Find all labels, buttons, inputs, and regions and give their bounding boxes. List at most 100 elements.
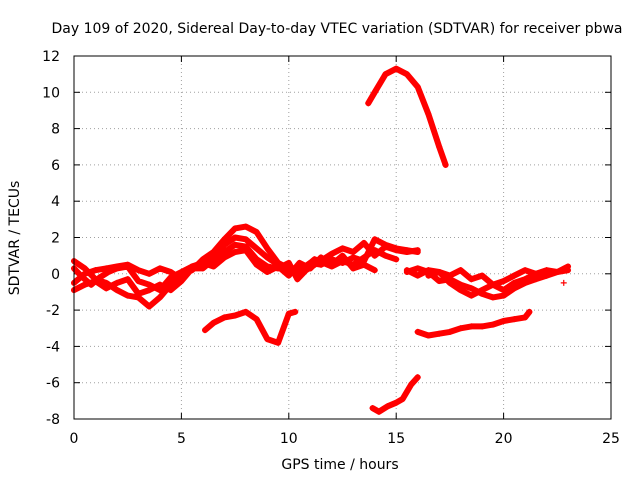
y-tick-label: 0 [51,267,60,283]
data-point-marker [479,272,486,279]
data-point-marker [543,267,550,274]
data-point-marker [124,261,131,268]
axis-ticks: 0 5 10 15 20 25 -8 -6 -4 -2 0 2 4 6 8 10 12 [42,49,620,447]
data-point-marker [221,249,228,256]
series-track-k [369,374,421,415]
data-point-marker [156,281,163,288]
data-point-marker [318,254,325,261]
data-point-marker [178,276,185,283]
data-point-marker [81,270,88,277]
x-tick-label: 15 [387,431,405,447]
data-point-marker [425,111,432,118]
data-point-marker [242,247,249,254]
data-point-marker [565,267,572,274]
data-point-marker [81,281,88,288]
data-point-marker [468,292,475,299]
series-band [425,269,550,299]
y-tick-label: -4 [46,339,60,355]
data-point-marker [382,243,389,250]
x-tick-label: 10 [280,431,298,447]
data-point-marker [457,287,464,294]
data-point-marker [360,239,367,246]
data-point-marker [371,267,378,274]
data-point-marker [124,292,131,299]
data-point-marker [436,330,443,337]
data-point-marker [457,267,464,274]
data-point-marker [350,249,357,256]
data-point-marker [500,278,507,285]
data-point-marker [489,294,496,301]
data-point-marker [294,276,301,283]
data-point-marker [489,321,496,328]
data-point-marker [365,100,372,107]
data-point-marker [436,268,443,275]
data-point-marker [403,71,410,78]
plot-area [71,65,572,415]
data-point-marker [113,287,120,294]
data-point-marker [393,256,400,263]
data-point-marker [92,267,99,274]
data-point-marker [275,339,282,346]
data-point-marker [339,245,346,252]
data-point-marker [264,245,271,252]
data-point-marker [81,265,88,272]
data-point-marker [339,252,346,259]
data-point-marker [156,265,163,272]
data-point-marker [202,327,209,334]
data-point-marker [285,259,292,266]
data-point-marker [253,245,260,252]
data-point-marker [264,268,271,275]
data-point-marker [489,281,496,288]
x-tick-label: 20 [495,431,513,447]
x-tick-label: 25 [602,431,620,447]
x-tick-label: 0 [70,431,79,447]
data-point-marker [371,252,378,259]
data-point-marker [376,408,383,415]
data-point-marker [221,254,228,261]
series-track-g [425,268,550,299]
data-point-marker [146,303,153,310]
data-point-marker [146,281,153,288]
series-track-j [414,308,533,339]
data-point-marker [446,279,453,286]
series-isolated-point [560,279,567,286]
data-point-marker [522,267,529,274]
data-point-marker [167,287,174,294]
data-point-marker [403,249,410,256]
data-point-marker [554,268,561,275]
data-point-marker [382,71,389,78]
data-point-marker [167,268,174,275]
data-point-marker [393,65,400,72]
data-point-marker [221,314,228,321]
data-point-marker [253,316,260,323]
data-point-marker [242,308,249,315]
data-point-marker [408,381,415,388]
data-point-marker [210,263,217,270]
data-point-marker [199,265,206,272]
data-point-marker [384,403,391,410]
data-point-marker [414,374,421,381]
data-point-marker [146,270,153,277]
y-tick-label: 8 [51,122,60,138]
data-point-marker [253,229,260,236]
data-point-marker [393,247,400,254]
data-point-marker [328,250,335,257]
data-point-marker [457,325,464,332]
data-point-marker [403,268,410,275]
data-point-marker [360,254,367,261]
chart-title: Day 109 of 2020, Sidereal Day-to-day VTE… [51,21,622,37]
data-point-marker [500,317,507,324]
data-point-marker [399,396,406,403]
y-tick-label: 2 [51,231,60,247]
data-point-marker [360,261,367,268]
data-point-marker [414,83,421,90]
data-point-marker [511,316,518,323]
series-band [202,308,299,346]
data-point-marker [210,319,217,326]
data-point-marker [242,223,249,230]
data-point-marker [103,285,110,292]
data-point-marker [296,259,303,266]
data-point-marker [199,259,206,266]
